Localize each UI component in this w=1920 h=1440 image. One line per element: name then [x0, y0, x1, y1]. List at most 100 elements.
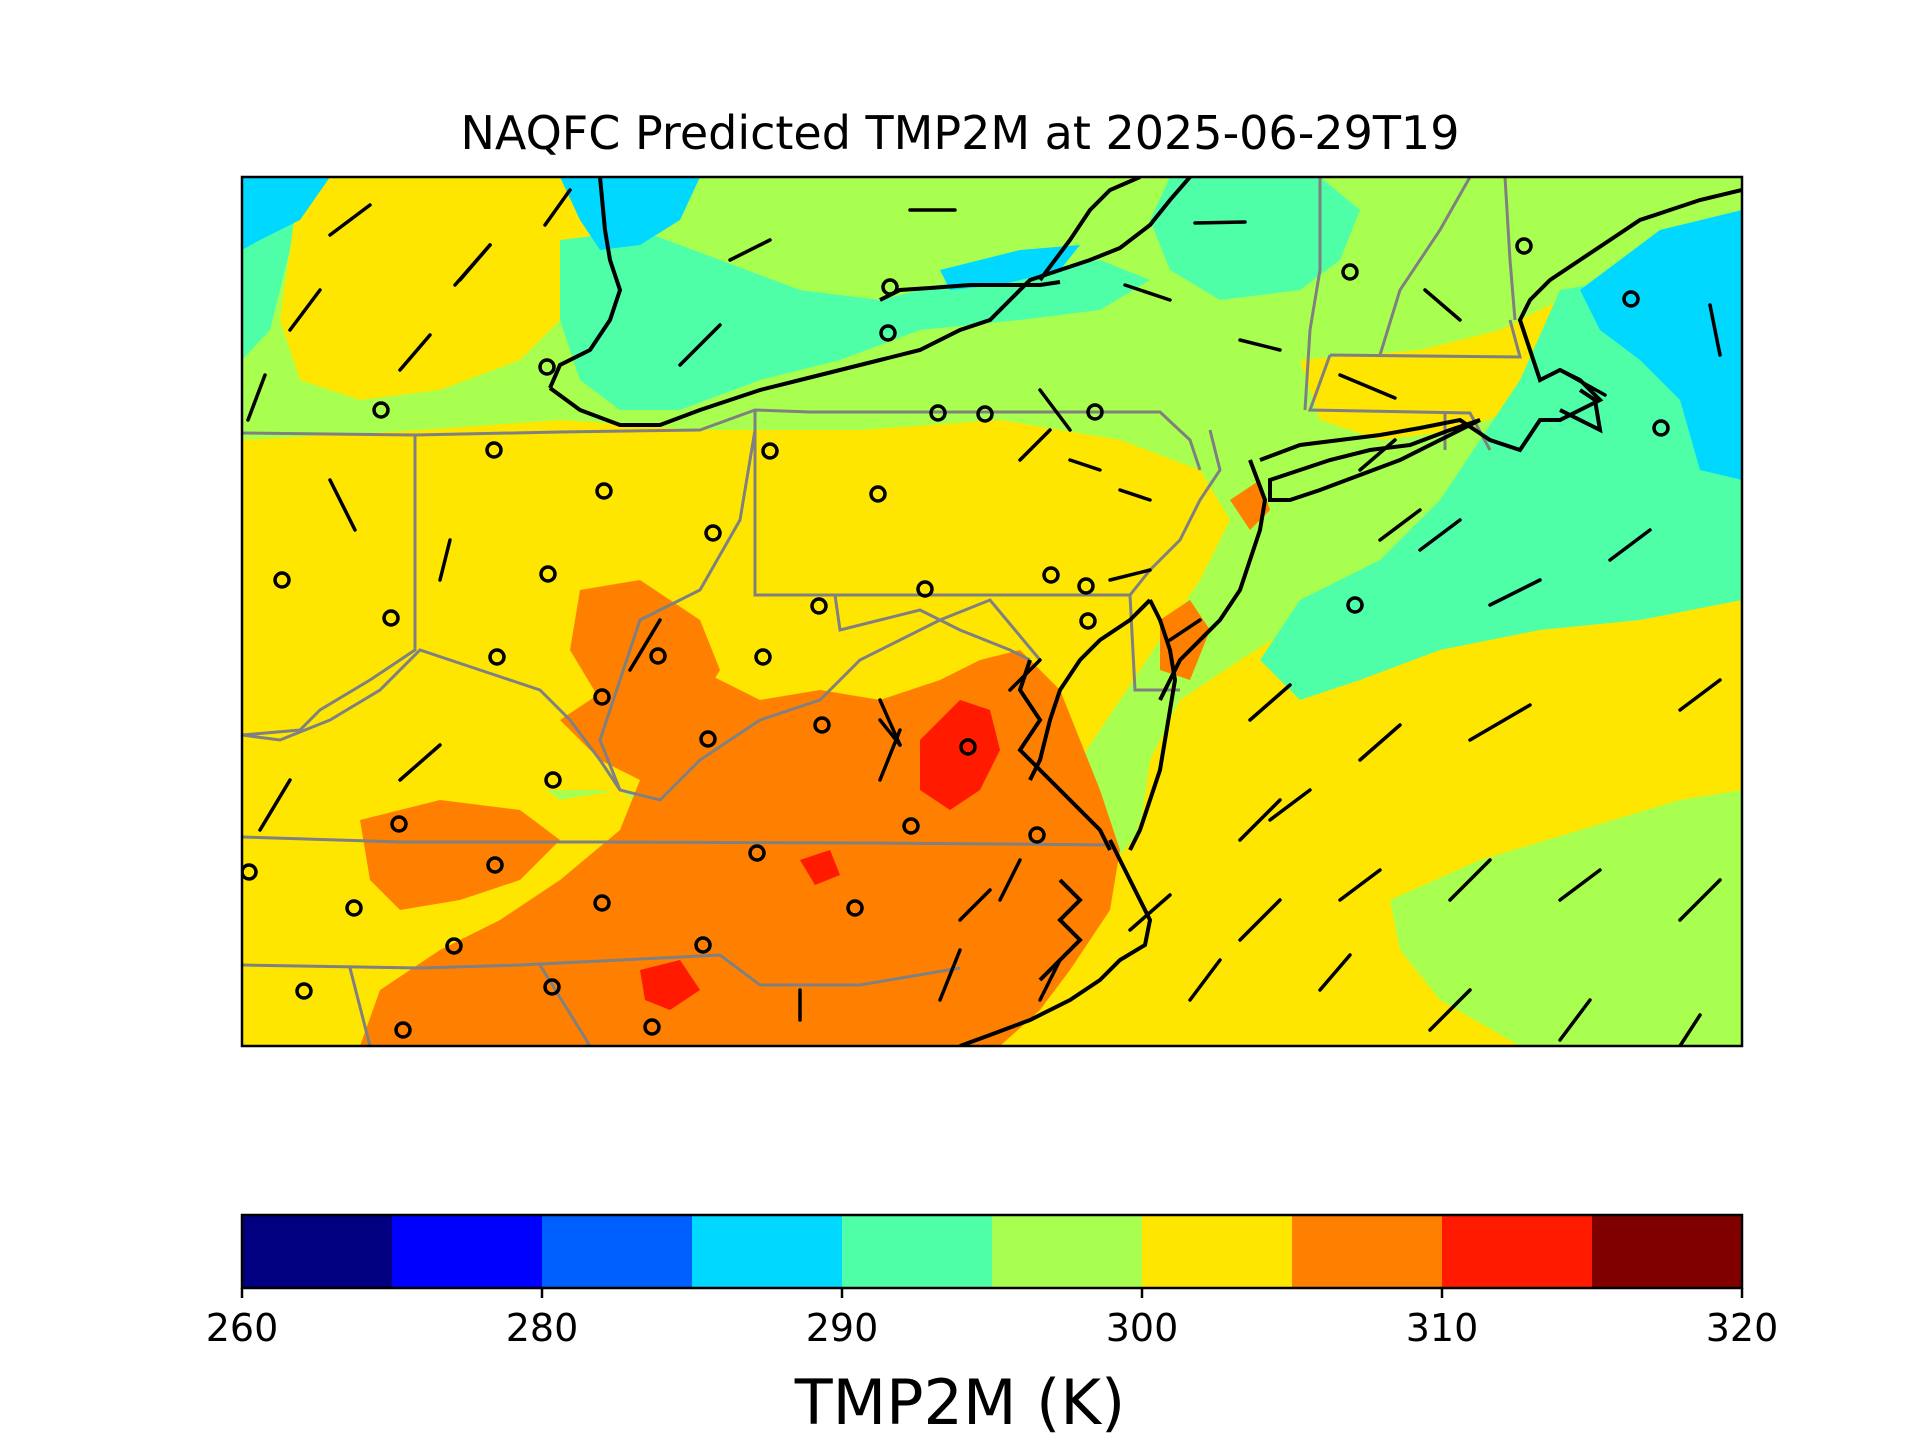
- field-cyan-nw: [242, 177, 330, 250]
- station-circle: [539, 565, 557, 583]
- field-red-va2: [800, 850, 840, 885]
- wind-barb: [1558, 868, 1602, 902]
- field-cyan-top: [560, 177, 700, 250]
- station-circle: [488, 648, 506, 666]
- field-cyan-ocean: [1580, 210, 1742, 480]
- station-circle: [1042, 566, 1060, 584]
- map-frame: [240, 175, 1744, 1048]
- station-circle: [544, 771, 562, 789]
- wind-barb: [1188, 958, 1222, 1002]
- colorbar-frame: [240, 1213, 1744, 1290]
- wind-barb: [1123, 283, 1172, 302]
- station-circle: [761, 442, 779, 460]
- field-red-nc: [640, 960, 700, 1010]
- field-orange-ky: [360, 800, 560, 910]
- wind-barb: [1018, 428, 1052, 462]
- station-circle: [486, 856, 504, 874]
- station-circle: [593, 894, 611, 912]
- wind-barb: [878, 698, 902, 747]
- wind-barb: [1168, 618, 1202, 642]
- colorbar-segment: [1142, 1215, 1293, 1288]
- station-circle: [273, 571, 291, 589]
- field-yellow-north: [280, 177, 600, 400]
- station-circle: [242, 863, 258, 881]
- wind-barb: [1708, 303, 1722, 357]
- station-circle: [1622, 290, 1640, 308]
- station-symbols: [242, 188, 1722, 1046]
- wind-barb: [453, 243, 492, 287]
- colorbar-segment: [1292, 1215, 1443, 1288]
- wind-barb: [1428, 988, 1472, 1032]
- colorbar-tick-label: 320: [1706, 1306, 1779, 1350]
- station-circle: [649, 647, 667, 665]
- station-circle: [810, 597, 828, 615]
- wind-barb: [1468, 703, 1532, 742]
- wind-barb: [998, 858, 1022, 902]
- wind-barb: [628, 618, 662, 672]
- wind-barb: [246, 373, 267, 422]
- wind-barb: [1338, 868, 1382, 902]
- coast-chesapeake: [1017, 659, 1112, 851]
- station-circle: [595, 482, 613, 500]
- colorbar-tick-label: 260: [206, 1306, 279, 1350]
- state-boundary-wv: [598, 429, 1042, 802]
- wind-barb: [1378, 508, 1422, 542]
- station-circle: [1652, 419, 1670, 437]
- station-circle: [1346, 596, 1364, 614]
- station-circle: [1086, 403, 1104, 421]
- wind-barb: [1238, 798, 1282, 842]
- wind-barb: [1678, 1013, 1702, 1046]
- station-circle: [879, 324, 897, 342]
- wind-barb: [1068, 458, 1102, 472]
- wind-barb: [1318, 953, 1352, 992]
- station-circle: [902, 817, 920, 835]
- colorbar-tick-label: 280: [506, 1306, 579, 1350]
- wind-barb: [1558, 998, 1592, 1042]
- station-circle: [643, 1018, 661, 1036]
- station-circle: [1079, 612, 1097, 630]
- coast-delmarva: [1028, 598, 1178, 851]
- state-boundary-ohio-river: [242, 648, 622, 791]
- wind-barb: [1418, 518, 1462, 552]
- state-boundary-tn-nc: [348, 964, 592, 1046]
- wind-barb: [1423, 288, 1462, 322]
- field-lime-se: [1390, 790, 1742, 1046]
- field-red-va: [920, 700, 1000, 810]
- coast-lake-ontario: [879, 280, 1061, 302]
- field-cyan-lake: [940, 245, 1080, 290]
- wind-barb: [678, 323, 722, 367]
- colorbar-segment: [992, 1215, 1143, 1288]
- station-circle: [846, 899, 864, 917]
- state-boundary-md: [833, 594, 1031, 662]
- wind-barb: [1558, 368, 1607, 397]
- wind-barb: [1118, 488, 1152, 502]
- coast-cape-cod: [1559, 388, 1603, 434]
- wind-barb: [1248, 683, 1292, 722]
- state-boundary-pa-south: [753, 410, 1222, 597]
- state-boundary-vt-ny: [1303, 177, 1322, 411]
- wind-barb: [958, 888, 992, 922]
- colorbar-segment: [842, 1215, 993, 1288]
- wind-barb: [328, 203, 372, 237]
- field-aqua-ne: [1150, 177, 1360, 300]
- station-circle: [372, 401, 390, 419]
- colorbar-tick-label: 310: [1406, 1306, 1479, 1350]
- station-circle: [699, 730, 717, 748]
- wind-barb: [1608, 528, 1652, 562]
- colorbar-segment: [392, 1215, 543, 1288]
- station-circle: [382, 609, 400, 627]
- wind-barb: [1678, 878, 1722, 922]
- wind-barb: [1338, 373, 1397, 400]
- colorbar-segment: [242, 1215, 393, 1288]
- station-circle: [394, 1021, 412, 1039]
- station-circle: [593, 688, 611, 706]
- station-circle: [445, 937, 463, 955]
- station-circle: [1341, 263, 1359, 281]
- state-boundary-vt-nh: [1378, 177, 1472, 356]
- coast-long-island: [1268, 418, 1481, 502]
- wind-barb: [1238, 898, 1282, 942]
- state-boundary-ky-tn: [242, 953, 961, 987]
- wind-barb: [1488, 578, 1542, 607]
- station-circle: [538, 358, 556, 376]
